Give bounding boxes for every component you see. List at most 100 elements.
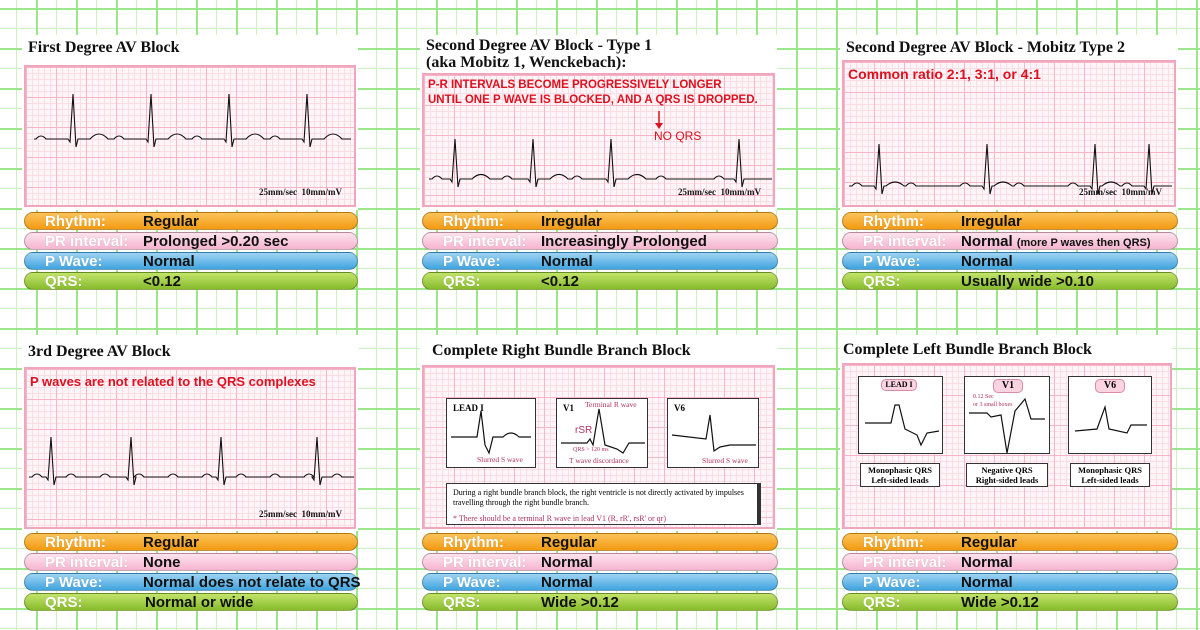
p-bar: P Wave: Normal <box>422 252 778 270</box>
duration-note: 0.12 Sec <box>973 394 994 400</box>
lead-caption: T wave discordance <box>569 456 629 465</box>
lead-caption: Slurred S wave <box>702 456 748 465</box>
rhythm-value: Regular <box>143 534 199 551</box>
pr-value: Normal <box>961 554 1013 571</box>
rhythm-bar: Rhythm: Regular <box>842 533 1178 551</box>
rhythm-value: Irregular <box>961 213 1022 230</box>
ecg-strip: Common ratio 2:1, 3:1, or 4:1 25mm/sec 1… <box>842 60 1176 207</box>
pr-bar: PR interval: Prolonged >0.20 sec <box>24 232 358 250</box>
p-label: P Wave: <box>45 253 103 270</box>
qrs-value: <0.12 <box>541 273 579 290</box>
qrs-bar: QRS: Wide >0.12 <box>422 593 778 611</box>
alert-note: P-R INTERVALS BECOME PROGRESSIVELY LONGE… <box>428 79 722 91</box>
pr-value: Prolonged >0.20 sec <box>143 233 288 250</box>
lead-v1-caption: Negative QRS Right-sided leads <box>966 463 1048 487</box>
ecg-strip: 25mm/sec 10mm/mV <box>24 65 356 207</box>
qrs-value-text: Usually wide >0.10 <box>961 273 1094 290</box>
rhythm-bar: Rhythm: Regular <box>24 212 358 230</box>
rhythm-value: Regular <box>143 213 199 230</box>
panel-title: Second Degree AV Block - Mobitz Type 2 <box>846 39 1125 56</box>
rhythm-bar: Rhythm: Regular <box>24 533 358 551</box>
p-value: Normal <box>541 253 593 270</box>
p-value: Normal <box>961 574 1013 591</box>
p-value-text: Normal does not relate to QRS <box>143 574 361 591</box>
lead-i-box: LEAD I <box>858 376 943 454</box>
ecg-strip: LEAD I V1 0.12 Sec or 3 small boxes V6 Mo… <box>842 363 1172 529</box>
qrs-bar: QRS: Usually wide >0.10 <box>842 272 1178 290</box>
pr-bar: PR interval: Normal <box>422 553 778 571</box>
criteria-bars: Rhythm: Irregular PR interval: Normal (more… <box>842 212 1178 292</box>
pr-value-text: Normal <box>961 554 1013 571</box>
qrs-value: Usually wide >0.10 <box>961 273 1094 290</box>
pr-label: PR interval: <box>443 233 527 250</box>
qrs-label: QRS: <box>863 273 901 290</box>
qrs-label: QRS: <box>45 273 83 290</box>
qrs-bar: QRS: Normal or wide <box>24 593 358 611</box>
p-label: P Wave: <box>863 574 921 591</box>
panel-title: Complete Right Bundle Branch Block <box>432 342 691 359</box>
p-label: P Wave: <box>443 574 501 591</box>
pr-label: PR interval: <box>45 554 129 571</box>
pr-value-text: Increasingly Prolonged <box>541 233 707 250</box>
rbbb-description: During a right bundle branch block, the … <box>446 483 761 525</box>
rhythm-label: Rhythm: <box>443 534 504 551</box>
v1-trace <box>561 408 645 454</box>
qrs-bar: QRS: Wide >0.12 <box>842 593 1178 611</box>
qrs-value: Wide >0.12 <box>961 594 1039 611</box>
caption-line: Right-sided leads <box>975 475 1039 485</box>
duration-note: or 3 small boxes <box>973 402 1013 408</box>
lead-label: LEAD I <box>881 379 917 391</box>
lead-v6-caption: Monophasic QRS Left-sided leads <box>1070 463 1150 487</box>
lead-i-trace <box>865 404 940 447</box>
criteria-bars: Rhythm: Regular PR interval: Normal P Wave: N… <box>422 533 778 613</box>
caption-line: Negative QRS <box>981 465 1033 475</box>
lead-i-box: LEAD I Slurred S wave <box>446 398 536 468</box>
p-label: P Wave: <box>45 574 103 591</box>
panel-third-degree-av-block: 3rd Degree AV Block P waves are not rela… <box>22 335 358 531</box>
pr-bar: PR interval: None <box>24 553 358 571</box>
qrs-value-text: <0.12 <box>541 273 579 290</box>
no-qrs-label: NO QRS <box>654 129 702 143</box>
qrs-bar: QRS: <0.12 <box>422 272 778 290</box>
criteria-bars: Rhythm: Regular PR interval: None P Wave: Nor… <box>24 533 361 613</box>
pr-value: Increasingly Prolonged <box>541 233 707 250</box>
rhythm-value: Regular <box>961 534 1017 551</box>
lead-label: V1 <box>993 379 1023 393</box>
v1-trace <box>969 397 1045 453</box>
rhythm-bar: Rhythm: Regular <box>422 533 778 551</box>
pr-bar: PR interval: Normal (more P waves then QR… <box>842 232 1178 250</box>
panel-title: Complete Left Bundle Branch Block <box>843 341 1092 358</box>
lead-v6-box: V6 <box>1068 376 1152 454</box>
lead-label: V1 <box>563 403 574 413</box>
p-bar: P Wave: Normal <box>842 252 1178 270</box>
panel-title: First Degree AV Block <box>28 39 180 56</box>
p-value: Normal does not relate to QRS <box>143 574 361 591</box>
lead-label: LEAD I <box>453 403 484 413</box>
pr-value: None <box>143 554 181 571</box>
rhythm-label: Rhythm: <box>45 534 106 551</box>
qrs-value-text: Wide >0.12 <box>541 594 619 611</box>
p-value-text: Normal <box>541 253 593 270</box>
panel-subtitle: (aka Mobitz 1, Wenckebach): <box>426 54 627 71</box>
lead-label: V6 <box>1095 379 1125 393</box>
terminal-r-label: Terminal R wave <box>585 400 637 409</box>
pr-bar: PR interval: Increasingly Prolonged <box>422 232 778 250</box>
qrs-label: QRS: <box>443 594 481 611</box>
lead-i-caption: Monophasic QRS Left-sided leads <box>860 463 940 487</box>
lead-v1-box: V1 0.12 Sec or 3 small boxes <box>964 376 1050 454</box>
qrs-value-text: <0.12 <box>143 273 181 290</box>
p-value-text: Normal <box>961 253 1013 270</box>
paper-speed: 25mm/sec 10mm/mV <box>259 187 342 197</box>
rhythm-label: Rhythm: <box>863 534 924 551</box>
p-value-text: Normal <box>961 574 1013 591</box>
p-value: Normal <box>961 253 1013 270</box>
pr-value: Normal <box>541 554 593 571</box>
caption-line: Left-sided leads <box>1081 475 1139 485</box>
p-bar: P Wave: Normal <box>422 573 778 591</box>
criteria-bars: Rhythm: Regular PR interval: Prolonged >0.2… <box>24 212 358 292</box>
ecg-strip: P waves are not related to the QRS compl… <box>24 367 356 529</box>
ecg-trace <box>429 138 772 188</box>
pr-label: PR interval: <box>863 554 947 571</box>
alert-note: UNTIL ONE P WAVE IS BLOCKED, AND A QRS I… <box>428 94 758 106</box>
panel-second-degree-type-1: Second Degree AV Block - Type 1 (aka Mob… <box>420 35 777 210</box>
